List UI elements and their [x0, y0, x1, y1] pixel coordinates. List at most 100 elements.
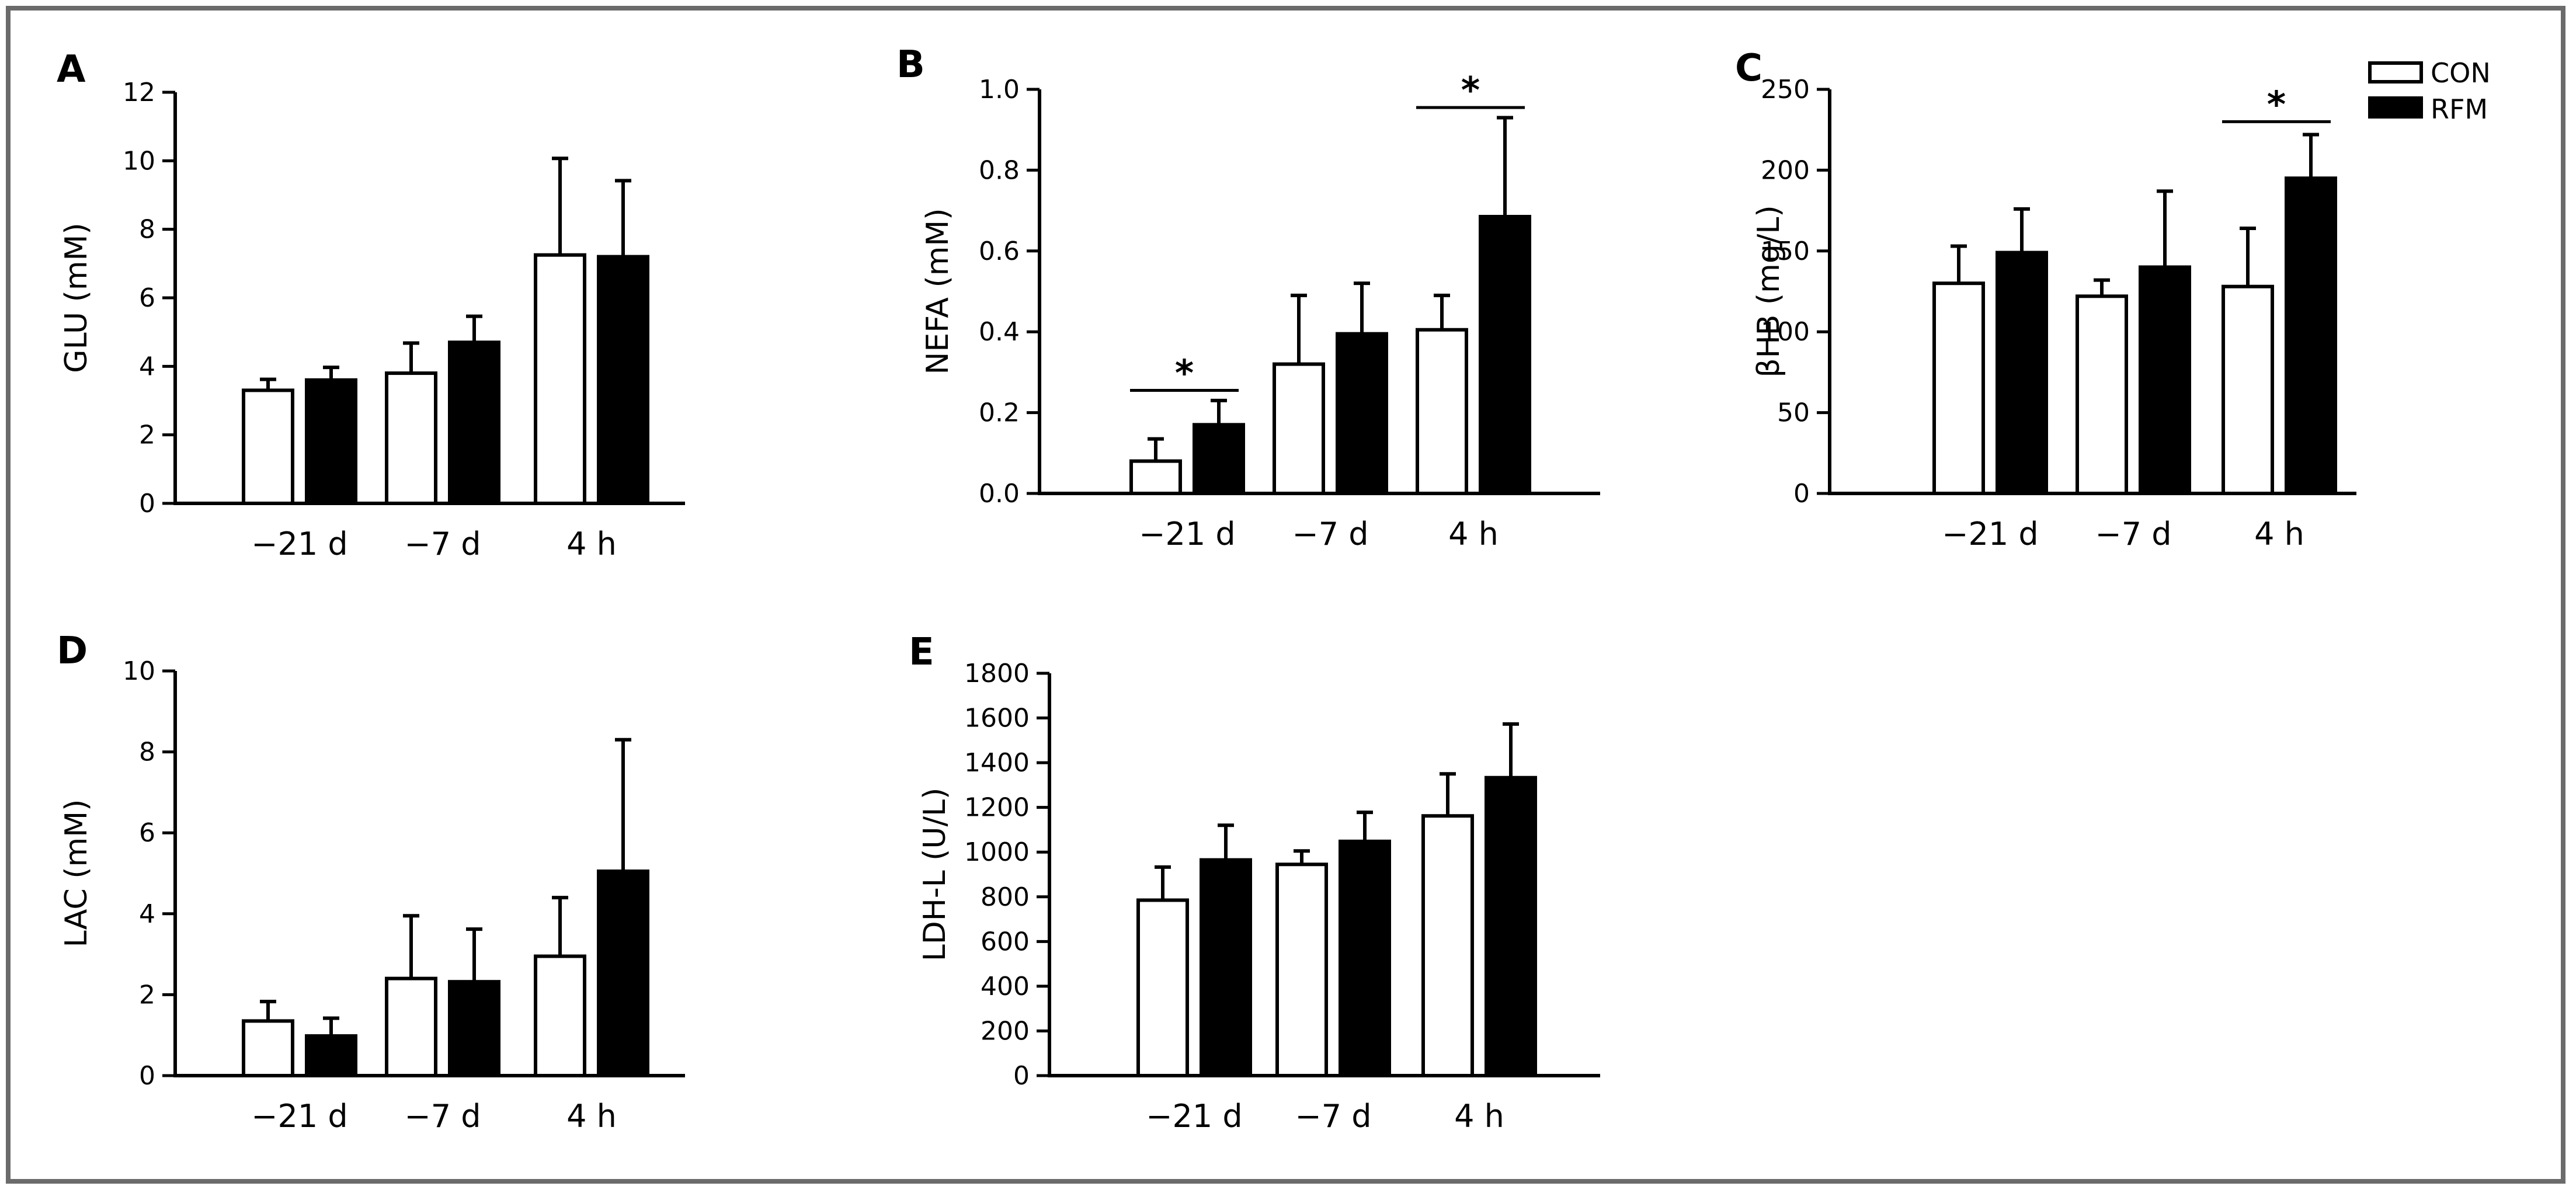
bar-rfm: [1485, 775, 1537, 1077]
x-category-label: 4 h: [1448, 516, 1499, 552]
panel-letter: D: [57, 629, 88, 673]
y-tick-label: 1600: [964, 704, 1030, 733]
x-category-label: 4 h: [566, 526, 617, 562]
y-axis-title: LDH-L (U/L): [917, 788, 952, 962]
x-category-label: −21 d: [251, 1098, 347, 1135]
bar-con: [385, 371, 437, 505]
x-category-label: −7 d: [1292, 516, 1368, 552]
x-category-label: −7 d: [1295, 1098, 1371, 1135]
y-tick-label: 10: [123, 656, 155, 686]
bar-rfm: [448, 340, 500, 505]
y-tick-label: 1000: [964, 837, 1030, 867]
y-tick-label: 8: [139, 738, 155, 767]
bar-con: [242, 1019, 294, 1077]
x-category-label: 4 h: [2254, 516, 2304, 552]
legend-label-rfm: RFM: [2431, 93, 2488, 125]
bar-rfm: [597, 869, 649, 1078]
y-tick-label: 1.0: [979, 75, 1020, 105]
bar-rfm: [2285, 176, 2337, 495]
bar-rfm: [1339, 839, 1391, 1077]
panel-letter: E: [909, 631, 934, 674]
y-tick-label: 0.6: [979, 236, 1020, 266]
panel-d: D LAC (mM) 0 2 4 6 8 10 −21 d −7 d 4 h: [57, 629, 685, 1135]
bar-rfm: [1996, 251, 2048, 495]
legend-swatch-con: [2368, 61, 2423, 84]
panel-letter: B: [896, 43, 925, 86]
bar-con: [1136, 898, 1189, 1077]
y-tick-label: 0: [1793, 479, 1810, 509]
bar-con: [385, 976, 437, 1078]
y-tick-label: 200: [1761, 155, 1810, 185]
x-category-label: −7 d: [2095, 516, 2171, 552]
bar-rfm: [2139, 265, 2191, 495]
y-tick-label: 1400: [964, 748, 1030, 778]
x-category-label: −21 d: [1146, 1098, 1242, 1135]
y-tick-label: 800: [981, 882, 1030, 912]
y-tick-label: 50: [1777, 398, 1810, 428]
y-tick-label: 0: [139, 1061, 155, 1091]
x-category-label: 4 h: [1454, 1098, 1504, 1135]
y-tick-label: 10: [123, 146, 155, 176]
y-tick-label: 250: [1761, 75, 1810, 105]
significance-star: *: [1461, 69, 1480, 112]
y-axis-title: GLU (mM): [59, 222, 94, 373]
y-axis-title: LAC (mM): [59, 799, 94, 948]
bar-con: [1421, 814, 1474, 1078]
y-axis-title: NEFA (mM): [920, 208, 955, 374]
bar-con: [534, 954, 586, 1077]
y-tick-label: 1200: [964, 793, 1030, 823]
panel-letter: A: [57, 48, 86, 91]
bar-rfm: [597, 255, 649, 505]
panel-e: E LDH-L (U/L) 0 200 400 600 800 1000 1200 1400 160…: [909, 631, 1600, 1135]
y-tick-label: 2: [139, 420, 155, 450]
bar-con: [1416, 328, 1468, 495]
y-tick-label: 6: [139, 818, 155, 848]
y-tick-label: 4: [139, 352, 155, 381]
y-tick-label: 0.8: [979, 155, 1020, 185]
panel-a: A GLU (mM) 0 2 4 6 8 10 12 −21 d −7 d 4 h: [57, 48, 685, 562]
x-category-label: −21 d: [1942, 516, 2038, 552]
y-tick-label: 150: [1761, 236, 1810, 266]
y-tick-label: 2: [139, 980, 155, 1010]
bar-con: [1273, 362, 1325, 495]
bar-rfm: [1336, 332, 1388, 495]
y-tick-label: 0.4: [979, 317, 1020, 347]
bar-con: [534, 253, 586, 505]
bar-rfm: [1193, 423, 1245, 495]
y-tick-label: 0: [139, 489, 155, 519]
bar-con: [2222, 284, 2274, 495]
x-category-label: −21 d: [1139, 516, 1235, 552]
y-axis-title: βHB (mg/L): [1751, 205, 1786, 377]
bar-con: [1932, 281, 1985, 495]
y-tick-label: 8: [139, 215, 155, 245]
x-category-label: 4 h: [566, 1098, 617, 1135]
x-category-label: −7 d: [404, 1098, 481, 1135]
bar-rfm: [1479, 214, 1531, 495]
bar-rfm: [1200, 858, 1252, 1077]
y-tick-label: 0.0: [979, 479, 1020, 509]
bar-con: [1275, 862, 1328, 1078]
legend-label-con: CON: [2431, 57, 2491, 89]
legend-swatch-rfm: [2368, 96, 2423, 119]
x-category-label: −7 d: [404, 526, 481, 562]
y-tick-label: 0.2: [979, 398, 1020, 428]
bar-con: [1129, 459, 1182, 496]
panel-b: B NEFA (mM) 0.0 0.2 0.4 0.6 0.8 1.0 −21 d −7 d 4 h…: [896, 43, 1600, 552]
bar-con: [2076, 294, 2128, 495]
y-tick-label: 400: [981, 972, 1030, 1001]
bar-rfm: [305, 1034, 357, 1078]
bar-rfm: [305, 378, 357, 505]
y-tick-label: 0: [1013, 1061, 1030, 1091]
legend: CON RFM: [2368, 57, 2491, 125]
significance-star: *: [1175, 352, 1194, 395]
bar-con: [242, 388, 294, 506]
panel-letter: C: [1735, 47, 1762, 90]
y-tick-label: 200: [981, 1016, 1030, 1046]
y-tick-label: 600: [981, 927, 1030, 957]
significance-star: *: [2267, 83, 2286, 126]
y-tick-label: 4: [139, 899, 155, 929]
y-tick-label: 6: [139, 283, 155, 313]
x-category-label: −21 d: [251, 526, 347, 562]
